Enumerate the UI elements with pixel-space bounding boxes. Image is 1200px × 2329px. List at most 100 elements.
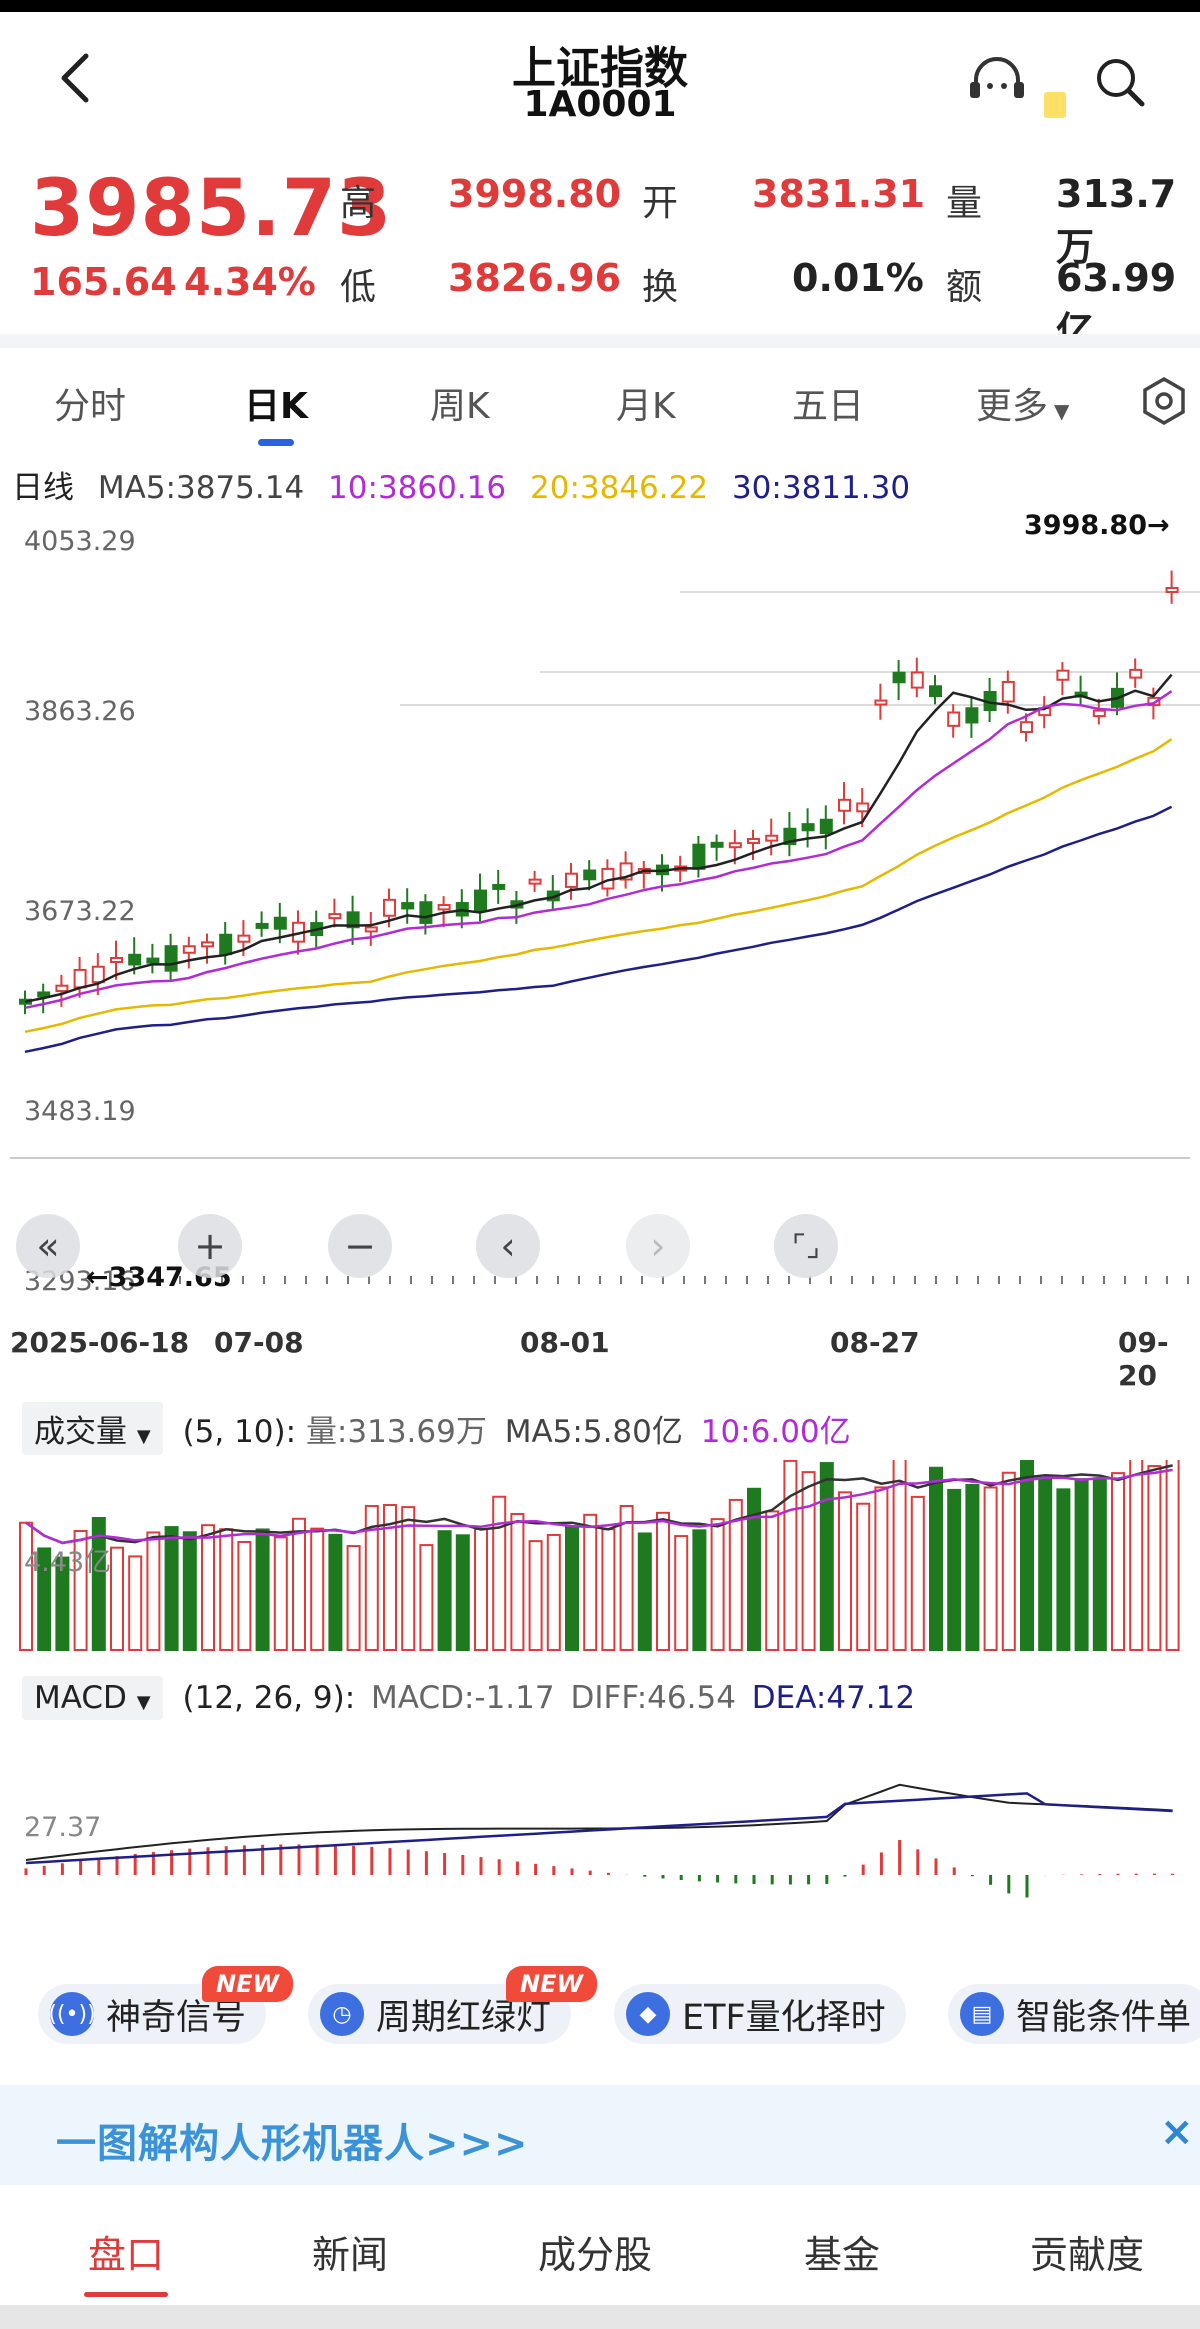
candle-body — [947, 711, 961, 727]
candle-body — [110, 957, 123, 964]
candle-body — [856, 802, 870, 813]
active-tab-indicator — [258, 439, 294, 446]
volume-chart[interactable]: 4.43亿 — [0, 1450, 1200, 1660]
volume-bar — [383, 1504, 397, 1651]
ma30-line — [24, 805, 1173, 1054]
volume-axis-label: 4.43亿 — [24, 1547, 112, 1578]
candle-body — [565, 872, 578, 888]
tab-contribution[interactable]: 贡献度 — [1030, 2233, 1145, 2277]
banner-text[interactable]: 一图解构人形机器人>>> — [56, 2121, 529, 2167]
search-icon[interactable] — [1090, 52, 1150, 112]
divider — [0, 334, 1200, 348]
volume-bar — [164, 1526, 179, 1651]
zoom-out-button[interactable]: − — [328, 1214, 392, 1278]
volume-indicator-selector[interactable]: 成交量 ▼ — [22, 1402, 163, 1455]
volume-selector-label: 成交量 — [34, 1414, 127, 1450]
date-label: 07-08 — [214, 1326, 304, 1359]
volume-bar — [55, 1556, 70, 1651]
price-change-pct: 4.34% — [184, 260, 316, 304]
volume-bar — [1074, 1478, 1089, 1652]
ma5-value: MA5:3875.14 — [97, 470, 305, 506]
document-icon: ▤ — [960, 1992, 1004, 2036]
settings-icon[interactable] — [1138, 375, 1190, 427]
y-axis-label: 3673.22 — [24, 896, 136, 927]
volume-bar — [510, 1512, 525, 1651]
candle-body — [692, 843, 706, 870]
volume-bar — [583, 1513, 598, 1651]
volume-bar — [346, 1545, 361, 1651]
zoom-in-button[interactable]: + — [178, 1214, 242, 1278]
volume-bar — [437, 1530, 452, 1651]
candle-body — [819, 818, 833, 835]
volume-bar — [965, 1483, 980, 1651]
tab-weekly-k[interactable]: 周K — [430, 386, 490, 427]
volume-bar — [819, 1462, 834, 1651]
tab-constituents[interactable]: 成分股 — [538, 2233, 653, 2277]
candle-body — [346, 911, 360, 929]
candle-body — [728, 842, 742, 849]
diff-value: DIFF:46.54 — [570, 1680, 736, 1716]
promo-banner[interactable]: 一图解构人形机器人>>> × — [0, 2085, 1200, 2185]
volume-ma10-line — [25, 1468, 1173, 1545]
scroll-left-fast-button[interactable]: « — [16, 1214, 80, 1278]
volume-bar — [947, 1488, 962, 1651]
candle-body — [37, 991, 51, 998]
volume-bar — [1147, 1465, 1162, 1651]
tab-monthly-k[interactable]: 月K — [616, 386, 676, 427]
macd-indicator-selector[interactable]: MACD ▼ — [22, 1676, 163, 1720]
candle-body — [201, 941, 214, 948]
tab-news[interactable]: 新闻 — [312, 2233, 389, 2277]
turnover-value: 0.01% — [792, 256, 924, 300]
candle-body — [1001, 680, 1015, 703]
volume-bar — [328, 1533, 343, 1651]
kline-chart[interactable]: 4053.29 3863.26 3673.22 3483.19 3293.16 … — [0, 500, 1200, 1392]
customer-service-icon[interactable] — [962, 52, 1032, 112]
fullscreen-button[interactable]: ⌜⌟ — [774, 1214, 838, 1278]
dea-value: DEA:47.12 — [751, 1680, 916, 1716]
volume-ma5-line — [25, 1464, 1173, 1545]
status-bar — [0, 0, 1200, 12]
tab-intraday[interactable]: 分时 — [54, 386, 127, 427]
candle-body — [492, 883, 506, 890]
tab-order-book[interactable]: 盘口 — [88, 2233, 165, 2277]
candle-body — [73, 968, 87, 989]
candle-body — [419, 901, 433, 924]
macd-chart[interactable]: 27.37 — [0, 1720, 1200, 1920]
candle-body — [874, 699, 888, 706]
tab-more[interactable]: 更多 ▼ — [976, 377, 1069, 429]
back-arrow-icon[interactable] — [52, 48, 102, 108]
volume-bar — [674, 1535, 689, 1651]
new-badge: NEW — [506, 1966, 597, 2002]
volume-bar — [182, 1531, 197, 1651]
tab-five-day[interactable]: 五日 — [792, 386, 865, 427]
candle-body — [765, 834, 779, 842]
candle-body — [328, 913, 342, 920]
signal-chip-cycle-light[interactable]: ◷ 周期红绿灯 — [308, 1984, 572, 2044]
candle-body — [401, 902, 415, 910]
candle-body — [273, 916, 287, 930]
date-label: 09-20 — [1118, 1326, 1169, 1392]
double-chevron-left-icon: « — [36, 1224, 60, 1268]
volume-bar — [419, 1544, 434, 1651]
ma5-line — [24, 673, 1173, 1004]
scroll-left-button[interactable]: ‹ — [476, 1214, 540, 1278]
tab-funds[interactable]: 基金 — [804, 2233, 881, 2277]
candle-body — [801, 823, 815, 832]
volume-bar — [874, 1486, 889, 1651]
signal-chip-smart-order[interactable]: ▤ 智能条件单 — [948, 1984, 1200, 2044]
volume-bar — [710, 1518, 725, 1651]
volume-bar — [492, 1495, 507, 1651]
plus-icon: + — [194, 1224, 226, 1268]
volume-bar — [656, 1511, 670, 1651]
volume-bar — [619, 1505, 634, 1651]
candle-body — [1147, 696, 1161, 707]
candle-body — [164, 945, 178, 972]
close-icon[interactable]: × — [1160, 2109, 1194, 2155]
scroll-right-button[interactable]: › — [626, 1214, 690, 1278]
candle-body — [892, 671, 906, 684]
index-code: 1A0001 — [523, 84, 677, 125]
tab-daily-k[interactable]: 日K — [244, 386, 308, 427]
signal-chip-etf-timing[interactable]: ◆ ETF量化择时 — [614, 1984, 906, 2044]
volume-bar — [219, 1528, 234, 1651]
macd-canvas — [24, 1783, 1175, 1898]
